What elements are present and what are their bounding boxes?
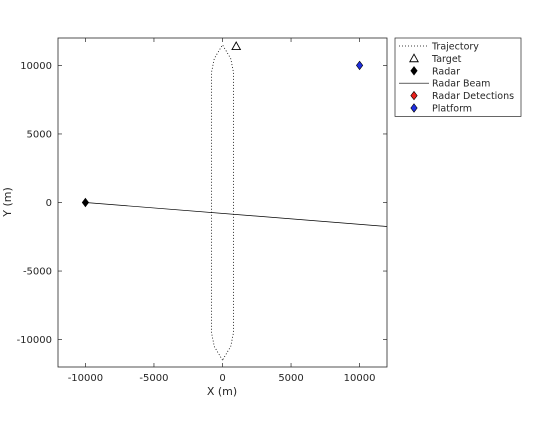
y-tick-label: -5000: [23, 267, 52, 278]
x-tick-label: -5000: [139, 373, 168, 384]
legend-label-radar: Radar: [432, 66, 460, 77]
y-tick-label: 0: [46, 198, 52, 209]
platform-marker: [356, 60, 364, 71]
radar-marker: [81, 197, 89, 208]
legend-box: [394, 37, 522, 117]
radar-beam-line: [85, 202, 387, 227]
y-tick-label: -10000: [17, 335, 52, 346]
x-tick-label: -10000: [68, 373, 103, 384]
x-tick-label: 10000: [344, 373, 376, 384]
legend-label-target: Target: [431, 54, 462, 65]
legend-label-platform: Platform: [432, 104, 472, 115]
legend-label-radar-detections: Radar Detections: [432, 91, 514, 102]
x-axis-label: X (m): [207, 385, 237, 398]
y-tick-label: 10000: [20, 61, 52, 72]
legend-label-trajectory: Trajectory: [431, 42, 479, 53]
x-tick-label: 0: [219, 373, 225, 384]
target-marker: [231, 41, 242, 51]
legend-label-radar-beam: Radar Beam: [432, 79, 490, 90]
y-tick-label: 5000: [27, 129, 52, 140]
y-axis-label: Y (m): [1, 187, 14, 218]
legend-swatch-target: [409, 53, 419, 63]
legend-swatch-radar: [410, 66, 418, 76]
x-tick-label: 5000: [278, 373, 303, 384]
trajectory-line: [211, 44, 234, 361]
legend-swatch-radar-detections: [410, 90, 418, 101]
axes-frame: [57, 37, 388, 368]
legend-swatch-platform: [410, 103, 418, 113]
